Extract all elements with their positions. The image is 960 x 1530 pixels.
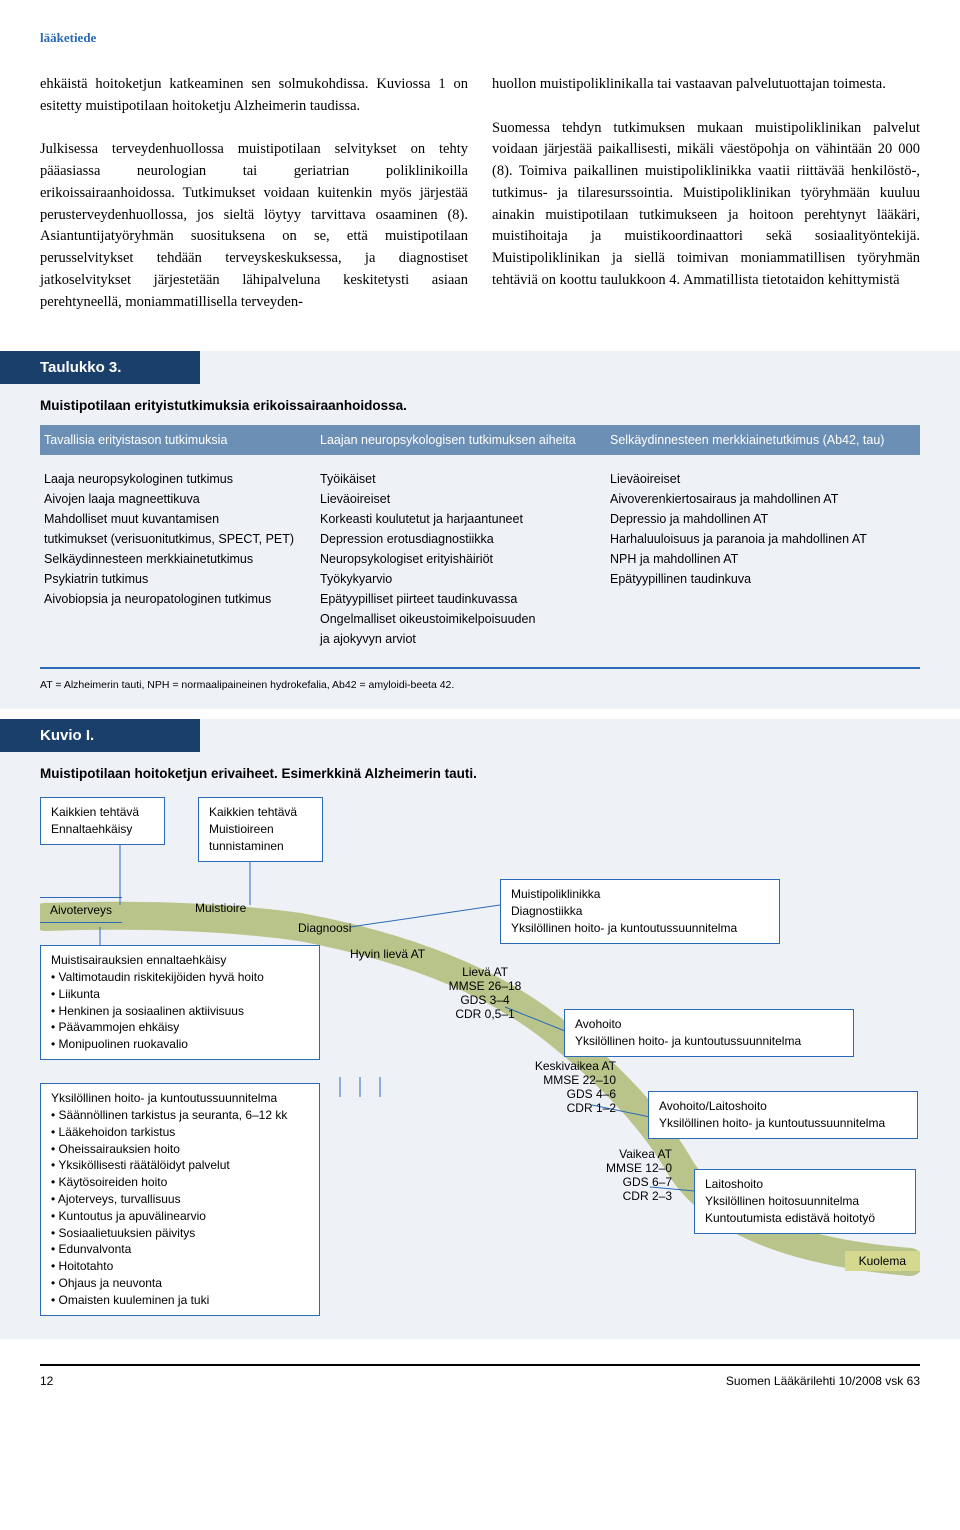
kuvio-1: Kuvio I. Muistipotilaan hoitoketjun eriv…: [0, 719, 960, 1339]
table-head-3: Selkäydinnesteen merkkiainetutkimus (Ab4…: [610, 433, 920, 447]
table-body: Laaja neuropsykologinen tutkimusAivojen …: [40, 455, 920, 669]
box-ennaltaehkaisy: Kaikkien tehtäväEnnaltaehkäisy: [40, 797, 165, 845]
label-hyvin-lieva: Hyvin lievä AT: [350, 947, 425, 961]
table-title: Taulukko 3.: [0, 351, 200, 384]
box-muistipoliklinikka: MuistipoliklinikkaDiagnostiikkaYksilölli…: [500, 879, 780, 943]
kuvio-subtitle: Muistipotilaan hoitoketjun erivaiheet. E…: [0, 752, 960, 797]
section-tag: lääketiede: [40, 30, 920, 46]
box-avo-laitos: Avohoito/LaitoshoitoYksilöllinen hoito- …: [648, 1091, 918, 1139]
box-muistisairauksien: Muistisairauksien ennaltaehkäisy• Valtim…: [40, 945, 320, 1060]
table-header-row: Tavallisia erityistason tutkimuksia Laaj…: [40, 425, 920, 455]
box-tunnistaminen: Kaikkien tehtäväMuistioireentunnistamine…: [198, 797, 323, 861]
table-col-3: LieväoireisetAivoverenkiertosairaus ja m…: [610, 469, 920, 649]
body-col-2: huollon muistipoliklinikalla tai vastaav…: [492, 74, 920, 313]
box-avohoito: AvohoitoYksilöllinen hoito- ja kuntoutus…: [564, 1009, 854, 1057]
table-head-1: Tavallisia erityistason tutkimuksia: [40, 433, 320, 447]
body-columns: ehkäistä hoitoketjun katkeaminen sen sol…: [40, 74, 920, 313]
box-laitoshoito: LaitoshoitoYksilöllinen hoitosuunnitelma…: [694, 1169, 916, 1233]
stage-vaikea: Vaikea ATMMSE 12–0GDS 6–7CDR 2–3: [572, 1147, 672, 1203]
table-subtitle: Muistipotilaan erityistutkimuksia erikoi…: [0, 384, 960, 425]
page-footer: 12 Suomen Lääkärilehti 10/2008 vsk 63: [40, 1364, 920, 1388]
body-col-1: ehkäistä hoitoketjun katkeaminen sen sol…: [40, 74, 468, 313]
label-kuolema: Kuolema: [845, 1251, 920, 1271]
stage-keskivaikea: Keskivaikea ATMMSE 22–10GDS 4–6CDR 1–2: [506, 1059, 616, 1115]
table-col-2: TyöikäisetLieväoireisetKorkeasti koulute…: [320, 469, 610, 649]
table-col-1: Laaja neuropsykologinen tutkimusAivojen …: [40, 469, 320, 649]
stage-lieva: Lievä ATMMSE 26–18GDS 3–4CDR 0,5–1: [435, 965, 535, 1021]
table-head-2: Laajan neuropsykologisen tutkimuksen aih…: [320, 433, 610, 447]
table-footnote: AT = Alzheimerin tauti, NPH = normaalipa…: [0, 669, 960, 709]
label-diagnoosi: Diagnoosi: [298, 921, 351, 935]
kuvio-title: Kuvio I.: [0, 719, 200, 752]
flowchart: Kaikkien tehtäväEnnaltaehkäisy Kaikkien …: [40, 797, 920, 1317]
label-aivoterveys: Aivoterveys: [40, 897, 122, 923]
table-3: Taulukko 3. Muistipotilaan erityistutkim…: [0, 351, 960, 709]
footer-page-number: 12: [40, 1374, 53, 1388]
label-muistioire: Muistioire: [195, 901, 246, 915]
footer-journal: Suomen Lääkärilehti 10/2008 vsk 63: [726, 1374, 920, 1388]
box-yksilollinen: Yksilöllinen hoito- ja kuntoutussuunnite…: [40, 1083, 320, 1315]
